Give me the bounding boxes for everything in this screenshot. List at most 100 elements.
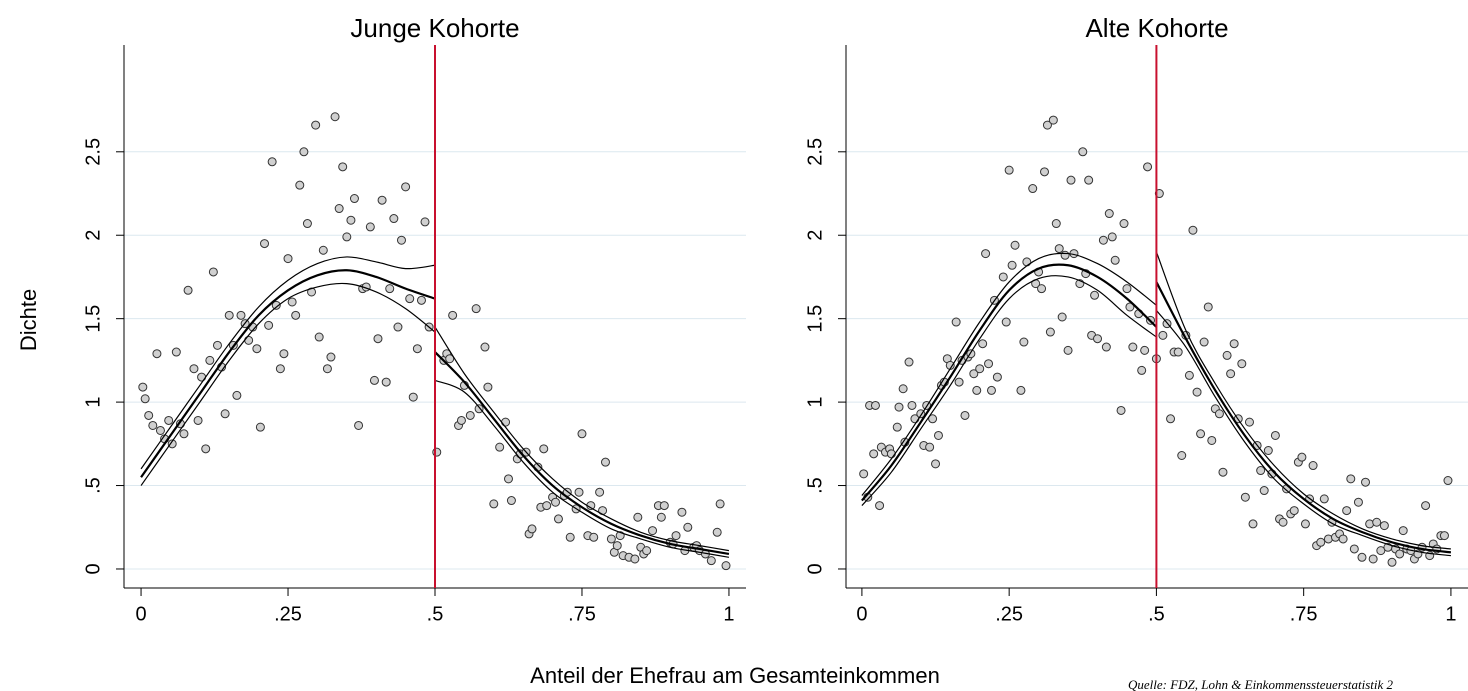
scatter-point (589, 532, 599, 542)
scatter-point (1054, 244, 1064, 254)
scatter-point (311, 120, 321, 130)
chart-title: Alte Kohorte (1085, 13, 1228, 43)
fit-line (1155, 281, 1452, 554)
ci-upper-line (1155, 251, 1451, 550)
x-tick-label: 1 (1445, 603, 1456, 625)
x-tick-label: .75 (1290, 603, 1318, 625)
scatter-point (1226, 369, 1236, 379)
scatter-point (448, 310, 458, 320)
scatter-point (1177, 451, 1187, 461)
scatter-point (960, 410, 970, 420)
scatter-point (1376, 546, 1386, 556)
y-tick-label: 1.5 (82, 305, 104, 333)
scatter-point (1207, 435, 1217, 445)
scatter-point (1037, 284, 1047, 294)
scatter-point (1196, 429, 1206, 439)
scatter-point (984, 359, 994, 369)
y-tick-label: 2 (82, 230, 104, 241)
scatter-point (1128, 342, 1138, 352)
scatter-point (1338, 534, 1348, 544)
scatter-point (933, 430, 943, 440)
scatter-point (715, 499, 725, 509)
scatter-point (1372, 517, 1382, 527)
scatter-point (474, 404, 484, 414)
scatter-point (1368, 554, 1378, 564)
scatter-point (503, 474, 513, 484)
scatter-point (577, 429, 587, 439)
scatter-point (1078, 147, 1088, 157)
y-tick-label: 1 (82, 397, 104, 408)
scatter-point (330, 112, 340, 122)
scatter-point (1028, 184, 1038, 194)
scatter-point (144, 410, 154, 420)
scatter-point (373, 334, 383, 344)
scatter-point (369, 375, 379, 385)
scatter-point (630, 554, 640, 564)
scatter-point (244, 335, 254, 345)
scatter-point (869, 449, 879, 459)
scatter-point (1166, 414, 1176, 424)
scatter-point (396, 235, 406, 245)
scatter-point (1297, 452, 1307, 462)
scatter-point (189, 364, 199, 374)
scatter-point (1019, 337, 1029, 347)
y-tick-label: 1.5 (804, 305, 826, 333)
scatter-point (1098, 235, 1108, 245)
scatter-point (870, 400, 880, 410)
scatter-point (875, 501, 885, 511)
scatter-point (432, 447, 442, 457)
scatter-point (401, 182, 411, 192)
fit-line (140, 269, 436, 478)
ci-upper-line (861, 252, 1157, 496)
x-tick-label: 1 (723, 603, 734, 625)
scatter-point (271, 300, 281, 310)
x-tick-label: 0 (135, 603, 146, 625)
scatter-point (633, 512, 643, 522)
scatter-point (677, 507, 687, 517)
scatter-point (642, 546, 652, 556)
scatter-point (287, 297, 297, 307)
scatter-point (1222, 350, 1232, 360)
scatter-point (1184, 370, 1194, 380)
scatter-point (565, 532, 575, 542)
scatter-point (1308, 461, 1318, 471)
scatter-point (349, 194, 359, 204)
scatter-point (978, 339, 988, 349)
scatter-point (420, 217, 430, 227)
scatter-point (155, 425, 165, 435)
scatter-point (405, 294, 415, 304)
scatter-point (1379, 521, 1389, 531)
scatter-point (302, 219, 312, 229)
scatter-point (314, 332, 324, 342)
scatter-point (712, 527, 722, 537)
scatter-point (456, 415, 466, 425)
scatter-point (969, 369, 979, 379)
scatter-point (1110, 255, 1120, 265)
scatter-point (907, 400, 917, 410)
scatter-point (1022, 257, 1032, 267)
scatter-point (1361, 477, 1371, 487)
y-tick-label: 2.5 (804, 138, 826, 166)
scatter-point (346, 215, 356, 225)
scatter-point (1093, 334, 1103, 344)
scatter-point (1048, 115, 1058, 125)
scatter-point (279, 349, 289, 359)
scatter-point (275, 364, 285, 374)
ci-upper-line (434, 326, 730, 552)
scatter-point (1300, 519, 1310, 529)
scatter-point (483, 382, 493, 392)
scatter-point (551, 497, 561, 507)
y-tick-label: 2.5 (82, 138, 104, 166)
scatter-point (1010, 240, 1020, 250)
scatter-point (527, 524, 537, 534)
scatter-point (1016, 385, 1026, 395)
scatter-point (1319, 494, 1329, 504)
scatter-point (1289, 506, 1299, 516)
scatter-point (859, 469, 869, 479)
scatter-point (706, 556, 716, 566)
scatter-point (295, 180, 305, 190)
scatter-point (972, 385, 982, 395)
scatter-point (152, 349, 162, 359)
scatter-point (1353, 497, 1363, 507)
